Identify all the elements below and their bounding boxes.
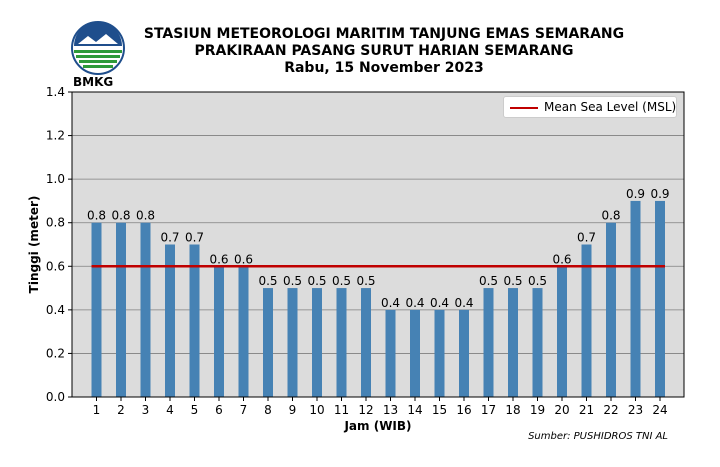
bar [434, 309, 445, 397]
x-tick-label: 14 [407, 403, 422, 417]
y-tick-label: 0.8 [46, 216, 65, 230]
x-tick-label: 20 [554, 403, 569, 417]
x-tick-label: 18 [505, 403, 520, 417]
bar [606, 222, 616, 397]
bar [581, 244, 592, 397]
x-tick-label: 5 [191, 403, 199, 417]
bar [410, 309, 420, 397]
bar-value-label: 0.6 [552, 252, 571, 266]
y-tick-label: 0.6 [46, 259, 65, 273]
bar [287, 288, 298, 397]
bar-value-label: 0.4 [381, 296, 400, 310]
bar [557, 266, 567, 397]
bar-value-label: 0.5 [528, 274, 547, 288]
y-axis-title: Tinggi (meter) [27, 196, 41, 294]
x-tick-label: 19 [530, 403, 545, 417]
bmkg-logo-icon [71, 21, 125, 75]
x-tick-label: 24 [652, 403, 667, 417]
bar [361, 288, 371, 397]
bar [165, 244, 175, 397]
bar-value-label: 0.8 [136, 209, 155, 223]
bar [459, 309, 469, 397]
y-tick-label: 0.2 [46, 346, 65, 360]
bar [483, 288, 494, 397]
bars [91, 200, 665, 397]
x-tick-label: 15 [432, 403, 447, 417]
x-axis-ticks: 1 2 3 4 5 6 7 8 9 10 11 12 13 14 15 16 17 18 19 20 21 22 23 24 [93, 397, 668, 417]
x-tick-label: 8 [264, 403, 272, 417]
x-tick-label: 22 [603, 403, 618, 417]
legend-msl-label: Mean Sea Level (MSL) [544, 100, 677, 114]
bar [630, 200, 641, 397]
bar-value-label: 0.8 [87, 209, 106, 223]
bar [263, 288, 273, 397]
bar-value-label: 0.5 [503, 274, 522, 288]
bar-value-label: 0.5 [307, 274, 326, 288]
bar-value-label: 0.5 [258, 274, 277, 288]
bar [508, 288, 518, 397]
bar-value-label: 0.5 [356, 274, 375, 288]
x-tick-label: 21 [579, 403, 594, 417]
legend-msl-swatch [510, 107, 538, 109]
bar-value-label: 0.7 [160, 231, 179, 245]
x-tick-label: 12 [358, 403, 373, 417]
bar-value-label: 0.5 [479, 274, 498, 288]
bar [116, 222, 126, 397]
forecast-title: PRAKIRAAN PASANG SURUT HARIAN SEMARANG [194, 43, 574, 59]
bar [532, 288, 543, 397]
plot-area [72, 92, 684, 397]
x-tick-label: 17 [481, 403, 496, 417]
bar-value-label: 0.9 [626, 187, 645, 201]
x-tick-label: 9 [289, 403, 297, 417]
y-tick-label: 1.2 [46, 129, 65, 143]
source-note: Sumber: PUSHIDROS TNI AL [528, 431, 668, 442]
x-tick-label: 4 [166, 403, 174, 417]
x-tick-label: 6 [215, 403, 223, 417]
y-axis-ticks: 0.0 0.2 0.4 0.6 0.8 1.0 1.2 1.4 [46, 85, 72, 404]
bar [336, 288, 347, 397]
bar-value-label: 0.7 [577, 231, 596, 245]
bar-value-label: 0.5 [283, 274, 302, 288]
bar-value-label: 0.4 [454, 296, 473, 310]
station-title: STASIUN METEOROLOGI MARITIM TANJUNG EMAS… [143, 26, 625, 42]
x-tick-label: 16 [456, 403, 471, 417]
bar [238, 266, 249, 397]
bar-value-label: 0.5 [332, 274, 351, 288]
bar [189, 244, 200, 397]
y-tick-label: 0.4 [46, 303, 65, 317]
bar-value-label: 0.6 [234, 252, 253, 266]
bar-value-label: 0.6 [209, 252, 228, 266]
x-tick-label: 13 [383, 403, 398, 417]
bar-value-label: 0.9 [650, 187, 669, 201]
x-tick-label: 1 [93, 403, 101, 417]
bar-value-label: 0.8 [111, 209, 130, 223]
logo-text: BMKG [73, 75, 114, 89]
data-labels: 0.8 0.8 0.8 0.7 0.7 0.6 0.6 0.5 0.5 0.5 0.5 0.5 0.4 0… [87, 187, 670, 310]
y-tick-label: 1.4 [46, 85, 65, 99]
bar-value-label: 0.8 [601, 209, 620, 223]
x-axis-title: Jam (WIB) [343, 419, 411, 433]
bar-value-label: 0.4 [430, 296, 449, 310]
bar [214, 266, 224, 397]
x-tick-label: 10 [309, 403, 324, 417]
y-tick-label: 0.0 [46, 390, 65, 404]
bar [91, 222, 102, 397]
y-tick-label: 1.0 [46, 172, 65, 186]
chart-header: STASIUN METEOROLOGI MARITIM TANJUNG EMAS… [0, 26, 720, 77]
bar-value-label: 0.4 [405, 296, 424, 310]
bar-value-label: 0.7 [185, 231, 204, 245]
forecast-date: Rabu, 15 November 2023 [284, 60, 484, 76]
x-tick-label: 7 [240, 403, 248, 417]
x-tick-label: 11 [334, 403, 349, 417]
x-tick-label: 2 [117, 403, 125, 417]
bar [312, 288, 322, 397]
x-tick-label: 23 [628, 403, 643, 417]
legend: Mean Sea Level (MSL) [503, 96, 677, 118]
bar [385, 309, 396, 397]
bar [655, 200, 665, 397]
bar [140, 222, 151, 397]
x-tick-label: 3 [142, 403, 150, 417]
plot-frame [71, 91, 685, 398]
